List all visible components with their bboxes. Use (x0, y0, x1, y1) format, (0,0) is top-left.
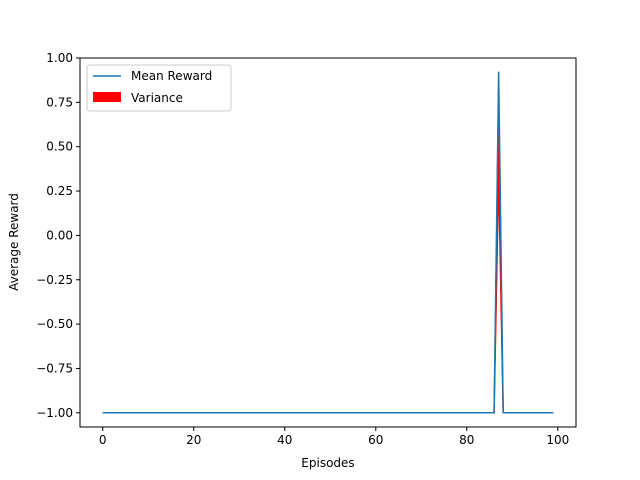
y-tick-label: 1.00 (46, 51, 73, 65)
y-tick-label: −1.00 (36, 406, 73, 420)
x-tick-label: 100 (546, 433, 569, 447)
y-tick-label: 0.25 (46, 184, 73, 198)
legend-box (86, 64, 232, 112)
plot-area (80, 58, 576, 427)
x-tick-label: 0 (99, 433, 107, 447)
legend-swatch-variance (93, 92, 121, 102)
legend: Mean Reward Variance (86, 64, 232, 112)
y-axis: −1.00 −0.75 −0.50 −0.25 0.00 0.25 0.50 0.75 1.00 (36, 51, 80, 420)
x-tick-label: 80 (459, 433, 474, 447)
x-axis: 0 20 40 60 80 100 (99, 427, 569, 447)
legend-label-variance: Variance (131, 91, 183, 105)
y-axis-label: Average Reward (7, 193, 21, 291)
y-tick-label: −0.25 (36, 273, 73, 287)
y-tick-label: −0.75 (36, 361, 73, 375)
series-layer (102, 71, 554, 414)
x-tick-label: 20 (186, 433, 201, 447)
x-tick-label: 60 (368, 433, 383, 447)
legend-label-mean-reward: Mean Reward (131, 69, 212, 83)
mean-reward-line (102, 71, 554, 414)
plot-frame (79, 57, 577, 428)
y-tick-label: −0.50 (36, 317, 73, 331)
x-axis-label: Episodes (301, 456, 354, 470)
y-tick-label: 0.75 (46, 95, 73, 109)
y-tick-label: 0.50 (46, 140, 73, 154)
x-tick-label: 40 (277, 433, 292, 447)
y-tick-label: 0.00 (46, 228, 73, 242)
